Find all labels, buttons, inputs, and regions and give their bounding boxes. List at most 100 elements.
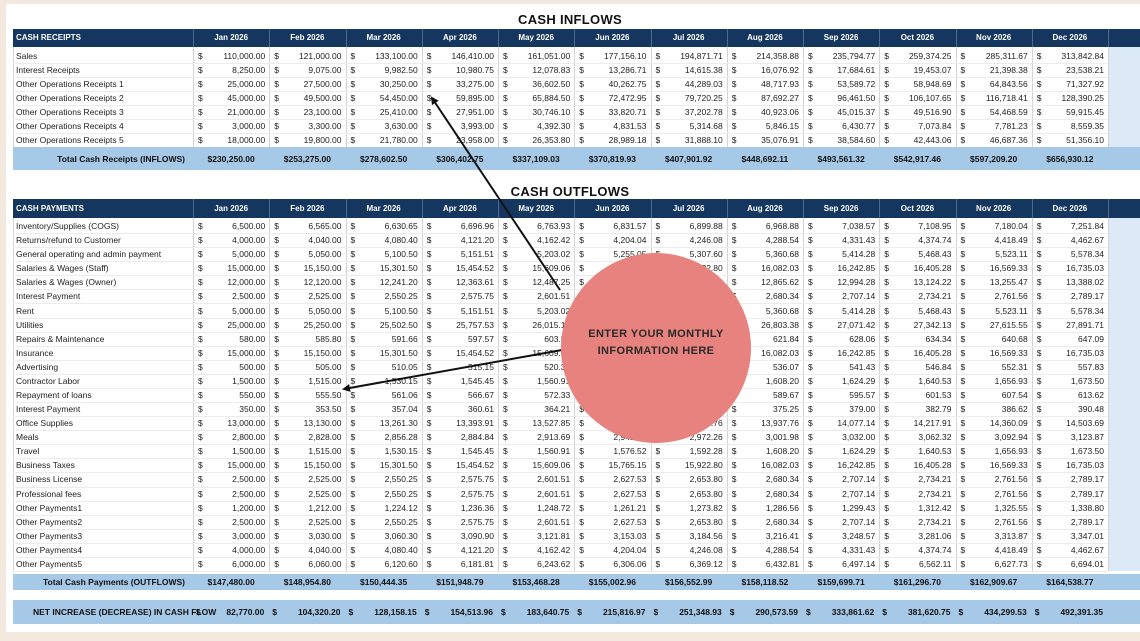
currency-sign: $: [426, 474, 432, 485]
currency-sign: $: [350, 221, 356, 232]
row-line: [13, 542, 1108, 544]
cell-value: 6,562.11: [919, 558, 952, 569]
cell-value: 1,312.42: [918, 502, 952, 513]
column-line: [498, 218, 499, 571]
cell-value: 7,781.23: [994, 121, 1028, 131]
cell-value: 2,525.00: [308, 516, 342, 527]
currency-sign: $: [503, 361, 508, 372]
currency-sign: $: [960, 107, 966, 117]
cell-value: 557.83: [1078, 361, 1104, 372]
total-value: $306,402.75: [436, 153, 484, 164]
currency-sign: $: [350, 390, 356, 400]
cell-value: 26,803.38: [761, 319, 799, 330]
row-line: [13, 105, 1108, 106]
currency-sign: $: [655, 135, 661, 145]
currency-sign: $: [426, 291, 432, 302]
cell-value: 3,060.30: [384, 530, 418, 541]
currency-sign: $: [579, 558, 584, 569]
currency-sign: $: [808, 333, 813, 344]
cell-value: 13,937.76: [761, 418, 799, 429]
currency-sign: $: [808, 460, 813, 471]
currency-sign: $: [198, 65, 203, 75]
currency-sign: $: [198, 502, 203, 513]
cell-value: 3,248.57: [842, 530, 876, 541]
currency-sign: $: [198, 51, 203, 61]
partial-column: [1109, 47, 1140, 147]
currency-sign: $: [350, 544, 356, 555]
currency-sign: $: [579, 446, 584, 457]
cell-value: 6,497.14: [842, 558, 876, 569]
currency-sign: $: [198, 319, 203, 330]
column-line: [269, 47, 271, 147]
currency-sign: $: [503, 121, 508, 131]
net-value: 215,816.97: [602, 607, 646, 617]
currency-sign: $: [503, 404, 508, 415]
currency-sign: $: [884, 502, 889, 513]
cell-value: 13,255.47: [989, 277, 1028, 288]
currency-sign: $: [808, 390, 813, 400]
total-value: $162,909.67: [969, 577, 1018, 587]
currency-sign: $: [655, 516, 661, 527]
cell-value: 2,734.21: [918, 488, 952, 499]
currency-sign: $: [350, 305, 356, 316]
cell-value: 2,828.00: [308, 432, 342, 443]
currency-sign: $: [426, 319, 432, 330]
currency-sign: $: [808, 418, 813, 429]
cell-value: 16,569.33: [989, 347, 1028, 358]
currency-sign: $: [1036, 221, 1042, 232]
column-line: [269, 218, 271, 571]
currency-sign: $: [350, 375, 356, 386]
currency-sign: $: [350, 404, 356, 415]
net-value: 434,299.53: [984, 607, 1027, 617]
currency-sign: $: [731, 65, 737, 75]
currency-sign: $: [960, 404, 966, 415]
currency-sign: $: [1036, 347, 1042, 358]
currency-sign: $: [731, 404, 737, 415]
cell-value: 27,615.55: [989, 319, 1028, 330]
currency-sign: $: [350, 249, 356, 260]
currency-sign: $: [350, 291, 356, 302]
row-label: Salaries & Wages (Owner): [16, 277, 117, 288]
cell-value: 110,000.00: [223, 51, 266, 61]
row-label: Salaries & Wages (Staff): [16, 263, 109, 274]
currency-sign: $: [655, 530, 661, 541]
currency-sign: $: [274, 135, 279, 145]
cell-value: 18,000.00: [227, 135, 266, 145]
cell-value: 12,487.25: [532, 277, 571, 288]
total-label: Total Cash Receipts (INFLOWS): [57, 153, 185, 164]
header-cell: Mar 2026: [366, 33, 401, 42]
currency-sign: $: [350, 460, 356, 471]
cell-value: 555.50: [315, 390, 342, 400]
currency-sign: $: [274, 107, 279, 117]
currency-sign: $: [426, 93, 432, 103]
currency-sign: $: [503, 79, 508, 89]
currency-sign: $: [350, 65, 356, 75]
cell-value: 536.07: [773, 361, 799, 372]
currency-sign: $: [731, 446, 737, 457]
currency-sign: $: [731, 488, 737, 499]
cell-value: 1,273.82: [689, 502, 723, 513]
cell-value: 15,000.00: [227, 347, 266, 358]
currency-sign: $: [350, 263, 356, 274]
currency-sign: $: [503, 263, 508, 274]
currency-sign: $: [731, 79, 737, 89]
currency-sign: $: [655, 488, 661, 499]
net-value: 290,573.59: [755, 607, 798, 617]
currency-sign: $: [808, 221, 813, 232]
cell-value: 14,077.14: [837, 418, 876, 429]
cell-value: 1,530.15: [384, 375, 418, 386]
row-label: Advertising: [16, 361, 59, 372]
cell-value: 597.57: [468, 333, 494, 344]
cell-value: 2,627.53: [613, 488, 647, 499]
row-line: [13, 63, 1108, 64]
currency-sign: $: [198, 333, 203, 344]
currency-sign: $: [198, 79, 203, 89]
row-line: [13, 430, 1108, 432]
cell-value: 21,398.38: [989, 65, 1028, 75]
currency-sign: $: [350, 502, 356, 513]
header-divider: [650, 199, 652, 218]
currency-sign: $: [577, 607, 582, 617]
cell-value: 613.62: [1078, 390, 1104, 400]
cell-value: 505.00: [315, 361, 342, 372]
row-label: Meals: [16, 432, 39, 443]
